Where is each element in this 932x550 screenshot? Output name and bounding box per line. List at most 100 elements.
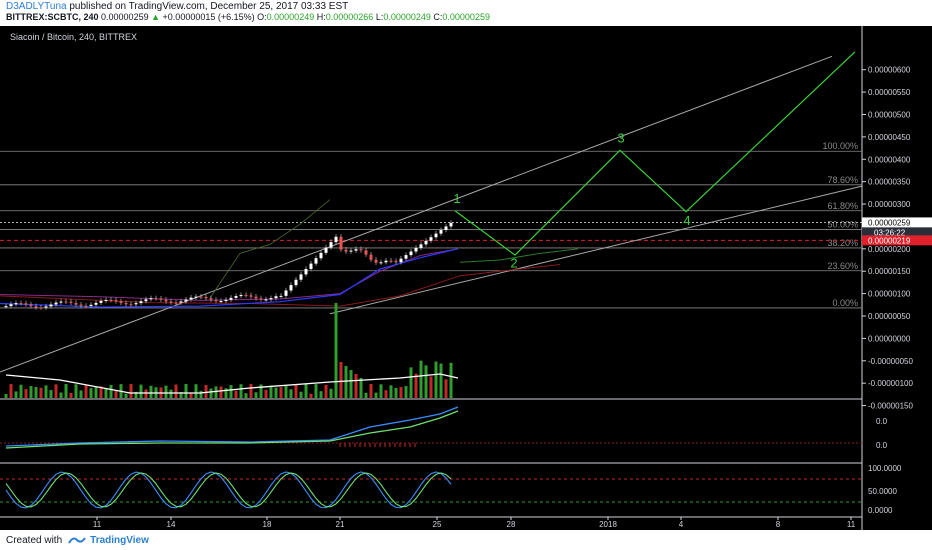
candle-body (274, 296, 278, 299)
volume-bar (9, 384, 13, 398)
price-tick-label: 0.00000450 (868, 133, 911, 142)
candle-body (64, 301, 68, 303)
volume-bar (4, 394, 8, 398)
volume-bar (289, 389, 293, 398)
candle-body (304, 268, 308, 275)
volume-bar (69, 392, 73, 398)
chart[interactable]: 0.00000600 0.00000550 0.00000500 0.00000450… (0, 26, 932, 530)
volume-bar (34, 387, 38, 398)
upper-trend-line (0, 55, 833, 373)
low-label: L: (375, 12, 384, 22)
candle-body (379, 262, 383, 264)
wave-label: 2 (510, 255, 517, 270)
low-value: 0.00000249 (383, 12, 431, 22)
candle-body (259, 298, 263, 300)
signal-line (5, 410, 459, 449)
close-label: C: (433, 12, 443, 22)
volume-bar (24, 389, 28, 398)
candle-body (284, 290, 288, 296)
stoch-tick-label: 50.0000 (868, 487, 897, 496)
tradingview-brand[interactable]: TradingView (90, 534, 149, 546)
publish-line: D3ADLYTuna published on TradingView.com,… (6, 1, 348, 12)
candle-body (334, 236, 338, 243)
price-tick-label: 0.00000100 (868, 290, 911, 299)
volume-bar (184, 384, 188, 398)
volume-bar (274, 387, 278, 398)
candle-body (344, 249, 348, 252)
candle-body (214, 299, 218, 302)
volume-bar (369, 384, 373, 398)
candle-body (89, 304, 93, 306)
volume-bar (149, 385, 153, 398)
x-tick-label: 28 (507, 520, 516, 529)
candle-body (99, 300, 103, 303)
volume-bar (14, 391, 18, 398)
x-tick-label: 11 (93, 520, 102, 529)
candle-body (69, 301, 73, 303)
candle-body (74, 302, 78, 305)
volume-bar (164, 385, 168, 398)
candle-body (184, 299, 188, 302)
candle-body (164, 299, 168, 302)
candle-body (109, 299, 113, 301)
candle-body (444, 226, 448, 231)
volume-bar (389, 385, 393, 398)
candle-body (139, 301, 143, 304)
volume-ma-line (5, 373, 459, 394)
candle-body (384, 260, 388, 263)
candle-body (254, 296, 258, 299)
volume-bar (144, 389, 148, 398)
candle-body (119, 301, 123, 304)
volume-bar (314, 384, 318, 398)
volume-bar (339, 362, 343, 398)
candle-body (409, 251, 413, 256)
volume-bar (344, 366, 348, 398)
candle-body (59, 301, 63, 303)
created-with-text: Created with (6, 534, 63, 546)
volume-bar (319, 391, 323, 398)
volume-bar (244, 393, 248, 398)
kumo-red-line (0, 264, 561, 307)
chart-title: Siacoin / Bitcoin, 240, BITTREX (10, 32, 137, 42)
price-tick-label: -0.00000050 (868, 357, 913, 366)
volume-bar (254, 392, 258, 398)
candle-body (394, 260, 398, 263)
volume-bar (44, 385, 48, 398)
volume-bar (214, 386, 218, 398)
candle-body (49, 304, 53, 307)
volume-bar (239, 384, 243, 398)
last-price: 0.00000259 (101, 12, 149, 22)
volume-bar (194, 384, 198, 398)
x-tick-label: 2018 (599, 520, 617, 529)
candle-body (399, 258, 403, 263)
lower-trend-line (329, 185, 863, 315)
candle-body (289, 285, 293, 291)
volume-bar (439, 363, 443, 398)
symbol-line: BITTREX:SCBTC, 240 0.00000259 ▲ +0.00000… (6, 12, 490, 23)
macd-line (5, 406, 459, 447)
candle-body (149, 298, 153, 300)
volume-bar (59, 392, 63, 398)
countdown-badge (862, 227, 932, 238)
candle-body (29, 304, 33, 307)
candle-body (14, 303, 18, 305)
candle-body (224, 299, 228, 302)
volume-bar (409, 367, 413, 398)
volume-bar (139, 384, 143, 398)
candle-body (309, 263, 313, 269)
volume-bar (404, 386, 408, 398)
volume-bar (259, 384, 263, 398)
author-link[interactable]: D3ADLYTuna (6, 1, 67, 12)
candle-body (219, 301, 223, 303)
volume-bar (79, 390, 83, 398)
candle-body (104, 299, 108, 301)
price-tick-label: 0.00000350 (868, 178, 911, 187)
x-tick-label: 21 (336, 520, 345, 529)
macd-tick-label: 0.0 (876, 417, 888, 426)
price-tick-label: 0.00000500 (868, 111, 911, 120)
candle-body (54, 302, 58, 305)
volume-bar (374, 392, 378, 398)
volume-bar (54, 384, 58, 398)
candle-body (144, 299, 148, 302)
volume-bar (269, 385, 273, 398)
